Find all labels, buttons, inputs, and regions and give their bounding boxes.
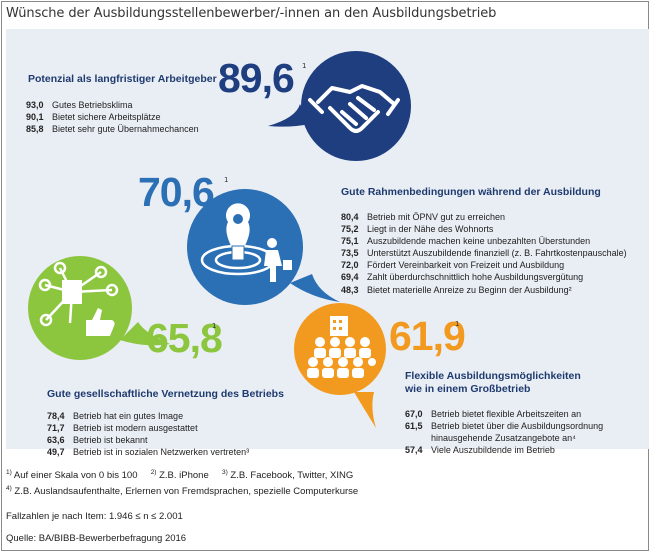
list-item: 71,7 Betrieb ist modern ausgestattet (47, 423, 198, 434)
framework-footnote-mark: 1 (224, 176, 229, 184)
flexible-score: 61,9 (389, 313, 466, 359)
potential-footnote-mark: 1 (302, 62, 307, 70)
list-item: hinausgehende Zusatzangebote an⁴ (431, 433, 576, 444)
list-item: 78,4 Betrieb hat ein gutes Image (47, 411, 184, 421)
list-item: 90,1 Bietet sichere Arbeitsplätze (26, 112, 161, 123)
network-score: 65,8 (146, 315, 223, 361)
list-item: 49,7 Betrieb ist in sozialen Netzwerken v… (47, 447, 250, 458)
network-heading: Gute gesellschaftliche Vernetzung des Be… (47, 388, 284, 400)
flexible-heading-line1: Flexible Ausbildungsmöglichkeiten (405, 370, 581, 382)
flexible-footnote-mark: 1 (455, 320, 460, 328)
list-item: 63,6 Betrieb ist bekannt (47, 435, 148, 446)
network-list: 78,4 Betrieb hat ein gutes Image 71,7 Betr… (47, 410, 249, 458)
framework-list: 80,4 Betrieb mit ÖPNV gut zu erreichen 75… (341, 211, 627, 296)
flexible-heading-line2: wie in einem Großbetrieb (405, 383, 531, 395)
list-item: 93,0 Gutes Betriebsklima (26, 100, 133, 110)
list-item: 48,3 Bietet materielle Anreize zu Beginn … (341, 284, 572, 295)
list-item: 75,2 Liegt in der Nähe des Wohnorts (341, 224, 494, 235)
page-title: Wünsche der Ausbildungsstellenbewerber/-… (6, 6, 497, 21)
potential-list: 93,0 Gutes Betriebsklima 90,1 Bietet siche… (26, 99, 199, 135)
footnotes-line-2: 4) Z.B. Auslandsaufenthalte, Erlernen vo… (6, 485, 359, 498)
list-item: 67,0 Betrieb bietet flexible Arbeitszeite… (405, 409, 582, 419)
network-thumbs-up-icon (38, 261, 119, 336)
handshake-icon (308, 84, 400, 133)
list-item: 72,0 Fördert Vereinbarkeit von Freizeit u… (341, 260, 565, 271)
people-building-icon (307, 316, 376, 378)
source-note: Quelle: BA/BIBB-Bewerberbefragung 2016 (6, 533, 187, 544)
list-item: 61,5 Betrieb bietet über die Ausbildungso… (405, 421, 604, 432)
flexible-list: 67,0 Betrieb bietet flexible Arbeitszeite… (405, 408, 603, 456)
potential-score: 89,6 (218, 55, 295, 101)
list-item: 85,8 Bietet sehr gute Übernahmechancen (26, 124, 199, 135)
list-item: 75,1 Auszubildende machen keine unbezahlt… (341, 236, 591, 247)
footnotes-line-1: 1) Auf einer Skala von 0 bis 100 2) Z.B.… (6, 469, 354, 482)
list-item: 69,4 Zahlt überdurchschnittlich hohe Ausb… (341, 272, 584, 283)
framework-score: 70,6 (138, 169, 215, 215)
list-item: 80,4 Betrieb mit ÖPNV gut zu erreichen (341, 212, 506, 222)
framework-heading: Gute Rahmenbedingungen während der Ausbi… (341, 186, 601, 198)
network-footnote-mark: 1 (212, 322, 217, 330)
list-item: 73,5 Unterstützt Auszubildende finanziell… (341, 248, 627, 259)
list-item: 57,4 Viele Auszubildende im Betrieb (405, 445, 555, 456)
location-pin-icon (200, 203, 292, 282)
potential-heading: Potenzial als langfristiger Arbeitgeber (28, 73, 217, 85)
case-numbers: Fallzahlen je nach Item: 1.946 ≤ n ≤ 2.0… (6, 511, 183, 522)
